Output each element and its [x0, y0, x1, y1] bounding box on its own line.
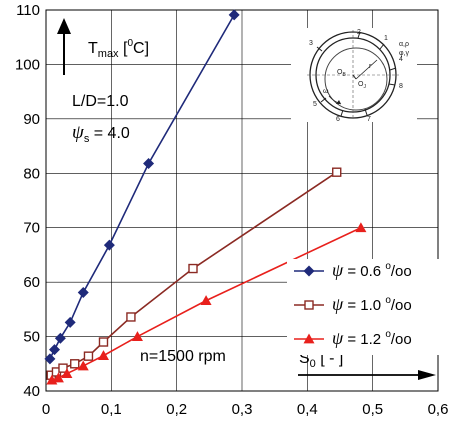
x-tick-label: 0,6 [428, 401, 449, 418]
diagram-label-5: 5 [313, 101, 317, 108]
diagram-slot-1 [379, 43, 385, 50]
diagram-label-1: 1 [384, 35, 388, 42]
data-point-triangle [131, 331, 143, 341]
y-tick-label: 110 [16, 2, 40, 19]
y-tick-label: 40 [23, 383, 40, 400]
legend-label: ψ = 1.0 o/oo [332, 294, 412, 314]
y-axis-title: Tmax [0C] [88, 38, 149, 60]
data-point-triangle [200, 295, 212, 306]
data-point-square [126, 312, 136, 322]
series-group [44, 9, 367, 385]
legend-label: ψ = 0.6 o/oo [332, 260, 412, 280]
data-point-triangle [303, 333, 315, 344]
diagram-slot-8 [388, 83, 396, 86]
data-point-square [98, 337, 109, 347]
diagram-slot-2 [357, 31, 361, 39]
series-diamond [44, 9, 240, 365]
diagram-slot-4 [389, 67, 397, 71]
data-point-square [70, 359, 80, 369]
data-point-square [332, 167, 342, 177]
data-point-triangle [52, 372, 64, 383]
data-point-diamond [48, 344, 60, 356]
diagram-slot-6 [340, 109, 344, 117]
y-tick-label: 60 [23, 274, 40, 291]
x-tick-label: 0,3 [232, 401, 253, 418]
speed-annotation: n=1500 rpm [140, 348, 226, 365]
data-point-triangle [355, 222, 367, 233]
data-point-diamond [64, 316, 76, 328]
diagram-label-ob: OB [337, 69, 346, 78]
diagram-slot-7 [364, 108, 368, 116]
data-point-triangle [61, 368, 73, 378]
data-point-diamond [103, 239, 115, 251]
tick-labels: 0 0,1 0,2 0,3 0,4 0,5 0,6 40 50 60 70 80 90 100 110 [15, 2, 448, 418]
series-triangle [46, 222, 367, 385]
diagram-label-8: 8 [399, 83, 403, 90]
plot-frame [45, 9, 439, 392]
diagram-slot-3 [316, 46, 323, 52]
y-tick-label: 90 [23, 111, 40, 128]
axes [45, 9, 439, 392]
data-point-diamond [303, 265, 315, 277]
diagram-label-6: 6 [336, 116, 340, 123]
data-point-diamond [77, 286, 89, 298]
diagram-radius [355, 59, 378, 80]
y-axis-arrow-head [57, 18, 71, 34]
data-point-diamond [143, 157, 155, 169]
series-line [49, 14, 235, 360]
data-point-square [188, 263, 198, 274]
x-tick-label: 0,1 [101, 401, 122, 418]
diagram-label-omega: ω [323, 88, 329, 95]
diagram-label-7: 7 [367, 116, 371, 123]
y-tick-label: 80 [23, 165, 40, 182]
y-axis-label: Tmax [0C] [57, 18, 149, 75]
data-point-square [83, 351, 94, 361]
y-tick-label: 50 [23, 329, 40, 346]
data-point-triangle [77, 360, 89, 371]
x-tick-label: 0,4 [297, 401, 318, 418]
diagram-eccentricity [352, 74, 357, 80]
x-tick-label: 0 [42, 401, 50, 418]
series-square [46, 167, 342, 380]
diagram-label-r: r [369, 63, 372, 70]
diagram-label-3: 3 [309, 40, 313, 47]
diagram-journal [324, 47, 388, 111]
diagram-label-2: 2 [357, 29, 361, 36]
diagram-label-oj: OJ [358, 81, 366, 90]
legend: ψ = 0.6 o/oo ψ = 1.0 o/oo ψ = 1.2 o/oo [287, 259, 442, 355]
bearing-diagram: 2 1 3 4 8 5 6 7 OB OJ r ω α,ρ φ,γ [291, 28, 417, 123]
data-point-square [58, 363, 68, 373]
diagram-label-alpha-rho: α,ρ [399, 41, 409, 48]
data-point-diamond [44, 353, 56, 365]
data-point-diamond [54, 332, 66, 344]
y-tick-label: 70 [23, 220, 40, 237]
x-tick-label: 0,5 [362, 401, 383, 418]
ld-ratio-annotation: L/D=1.0 [72, 93, 129, 110]
x-axis-arrow-head [418, 370, 436, 380]
diagram-label-4: 4 [399, 56, 403, 63]
data-point-square [304, 300, 314, 310]
x-tick-label: 0,2 [166, 401, 187, 418]
data-point-triangle [97, 350, 109, 361]
legend-label: ψ = 1.2 o/oo [332, 328, 412, 348]
diagram-label-phi-gamma: φ,γ [399, 50, 409, 57]
y-tick-label: 100 [15, 56, 40, 73]
psi-s-annotation: ψs = 4.0 [72, 122, 130, 145]
data-point-diamond [228, 9, 240, 21]
diagram-rotation-arrow [336, 100, 341, 104]
diagram-slot-5 [320, 97, 327, 103]
